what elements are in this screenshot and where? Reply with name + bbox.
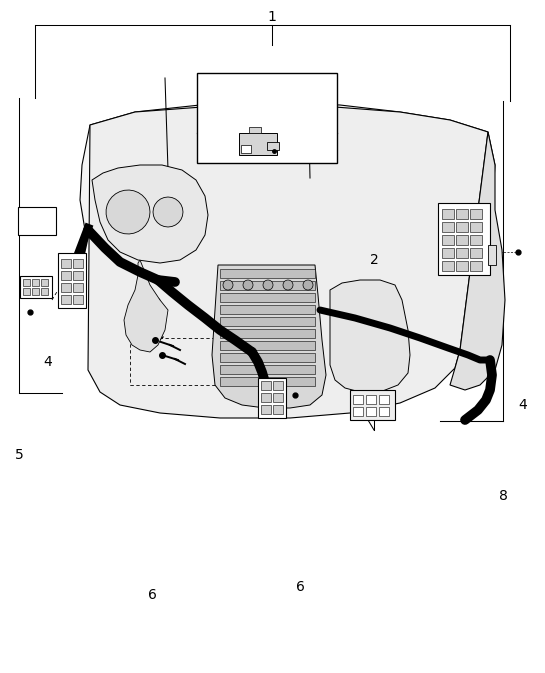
Bar [470, 248, 482, 258]
Bar [220, 341, 315, 350]
Bar [18, 207, 56, 235]
Bar [58, 253, 86, 308]
Circle shape [283, 280, 293, 290]
Bar [32, 288, 39, 295]
Text: 1: 1 [268, 10, 276, 24]
Bar [220, 353, 315, 362]
Bar [73, 259, 83, 268]
Bar [366, 407, 376, 416]
Bar [442, 235, 454, 245]
Bar [32, 279, 39, 286]
Text: 7: 7 [262, 110, 272, 125]
Bar [220, 329, 315, 338]
Bar [379, 395, 389, 404]
Bar [41, 288, 48, 295]
Bar [353, 395, 363, 404]
Polygon shape [153, 197, 183, 227]
Bar [488, 245, 496, 265]
Bar [61, 271, 71, 280]
Bar [261, 393, 271, 402]
Bar [442, 222, 454, 232]
Circle shape [243, 280, 253, 290]
Bar [220, 377, 315, 386]
Bar [273, 405, 283, 414]
Bar [379, 407, 389, 416]
Bar [456, 248, 468, 258]
Polygon shape [450, 132, 505, 390]
Text: 6: 6 [148, 588, 156, 602]
Text: 3: 3 [148, 310, 156, 324]
Bar [73, 295, 83, 304]
Bar [442, 261, 454, 271]
Bar [23, 288, 30, 295]
Bar [456, 209, 468, 219]
Bar [273, 381, 283, 390]
Polygon shape [330, 280, 410, 392]
Bar [61, 283, 71, 292]
Text: 4: 4 [44, 355, 52, 369]
Polygon shape [92, 165, 208, 263]
Bar [456, 222, 468, 232]
Bar [261, 381, 271, 390]
Bar [470, 235, 482, 245]
Bar [220, 281, 315, 290]
Bar [73, 271, 83, 280]
Bar [220, 365, 315, 374]
Bar [20, 276, 52, 298]
Circle shape [223, 280, 233, 290]
Bar [220, 293, 315, 302]
Bar [220, 305, 315, 314]
Bar [350, 390, 395, 420]
Bar [220, 269, 315, 278]
Bar [456, 235, 468, 245]
Bar [267, 142, 279, 150]
Polygon shape [88, 102, 488, 418]
Bar [438, 203, 490, 275]
Bar [41, 279, 48, 286]
Bar [61, 295, 71, 304]
Bar [23, 279, 30, 286]
Text: 3: 3 [153, 297, 161, 311]
Bar [258, 378, 286, 418]
Bar [353, 407, 363, 416]
Bar [273, 393, 283, 402]
Text: 8: 8 [499, 489, 507, 503]
Bar [61, 259, 71, 268]
Bar [442, 248, 454, 258]
Text: 6: 6 [295, 580, 305, 594]
Polygon shape [106, 190, 150, 234]
Bar [470, 261, 482, 271]
Bar [470, 222, 482, 232]
Bar [366, 395, 376, 404]
Bar [261, 405, 271, 414]
Polygon shape [212, 265, 326, 408]
Polygon shape [124, 260, 168, 352]
Bar [470, 209, 482, 219]
Text: 5: 5 [15, 448, 23, 462]
Text: 4: 4 [519, 398, 528, 412]
Bar [241, 145, 251, 153]
Bar [442, 209, 454, 219]
Circle shape [263, 280, 273, 290]
Bar [239, 133, 277, 155]
Bar [249, 127, 261, 133]
Circle shape [303, 280, 313, 290]
Text: 4: 4 [299, 273, 307, 287]
Bar [456, 261, 468, 271]
Bar [220, 317, 315, 326]
Polygon shape [80, 102, 495, 310]
Text: 2: 2 [370, 253, 378, 267]
Bar [73, 283, 83, 292]
Bar [197, 73, 337, 163]
